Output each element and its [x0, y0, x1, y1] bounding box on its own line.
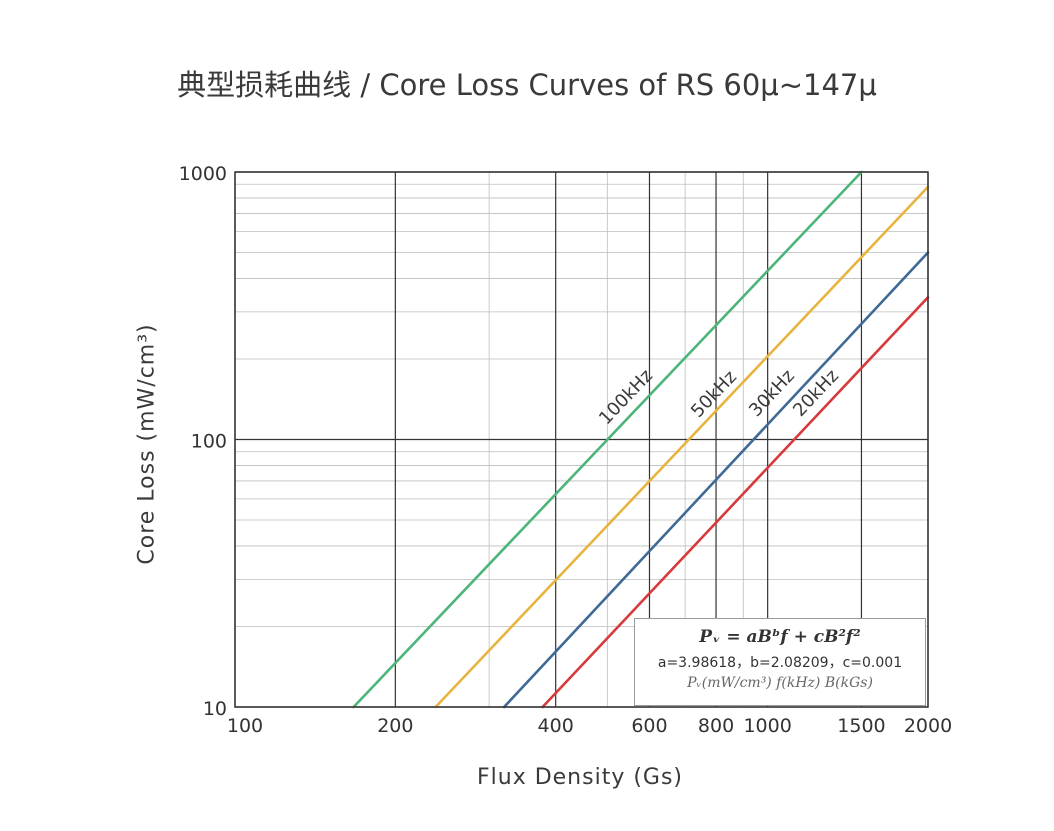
- x-tick-label: 800: [698, 715, 734, 737]
- series-line-100kHz: [352, 170, 863, 709]
- x-tick-label: 1000: [743, 715, 791, 737]
- series-label-30kHz: 30kHz: [745, 365, 799, 421]
- y-tick-label: 1000: [179, 163, 227, 185]
- x-axis-label: Flux Density (Gs): [476, 765, 684, 790]
- chart-title: 典型损耗曲线 / Core Loss Curves of RS 60μ~147μ: [177, 68, 877, 102]
- x-tick-label: 600: [631, 715, 667, 737]
- x-tick-label: 100: [227, 715, 263, 737]
- formula-box: Pᵥ = aBᵇf + cB²f² a=3.98618，b=2.08209，c=…: [634, 618, 926, 706]
- series-line-20kHz: [541, 295, 930, 709]
- formula-coefficients: a=3.98618，b=2.08209，c=0.001: [657, 655, 903, 671]
- plot-frame: [234, 171, 929, 708]
- x-tick-label: 2000: [904, 715, 952, 737]
- x-tick-label: 1500: [837, 715, 885, 737]
- y-tick-label: 10: [203, 698, 227, 720]
- y-axis-label: Core Loss (mW/cm³): [134, 323, 160, 565]
- series-line-30kHz: [502, 251, 930, 709]
- y-tick-label: 100: [191, 431, 227, 453]
- series-line-50kHz: [434, 185, 930, 709]
- formula-units: Pᵥ(mW/cm³) f(kHz) B(kGs): [687, 675, 873, 691]
- formula-equation: Pᵥ = aBᵇf + cB²f²: [699, 627, 861, 647]
- x-tick-label: 200: [377, 715, 413, 737]
- x-tick-label: 400: [538, 715, 574, 737]
